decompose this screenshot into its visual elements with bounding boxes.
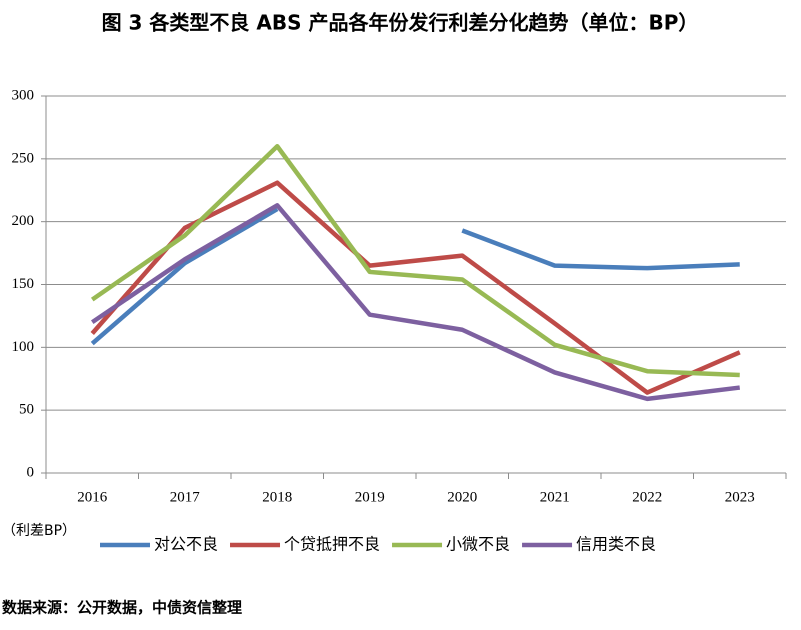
x-tick-label: 2021	[540, 489, 570, 505]
legend-label: 对公不良	[154, 535, 218, 554]
x-tick-label: 2018	[262, 489, 292, 505]
x-tick-label: 2022	[632, 489, 662, 505]
y-axis-label: （利差BP）	[2, 523, 76, 539]
x-tick-label: 2016	[77, 489, 108, 505]
x-tick-label: 2019	[355, 489, 385, 505]
legend-label: 个贷抵押不良	[284, 535, 380, 554]
legend-label: 小微不良	[446, 535, 510, 554]
x-tick-label: 2017	[170, 489, 201, 505]
y-tick-label: 200	[12, 213, 35, 229]
y-tick-label: 100	[12, 339, 35, 355]
y-tick-label: 250	[12, 150, 35, 166]
y-tick-label: 50	[19, 402, 34, 418]
chart-title: 图 3 各类型不良 ABS 产品各年份发行利差分化趋势（单位：BP）	[102, 11, 699, 35]
y-tick-label: 300	[12, 87, 35, 103]
x-tick-label: 2020	[447, 489, 477, 505]
x-tick-label: 2023	[725, 489, 755, 505]
line-series	[90, 180, 741, 395]
legend-label: 信用类不良	[576, 535, 656, 554]
line-series	[90, 203, 741, 402]
line-series	[90, 207, 740, 346]
source-note: 数据来源：公开数据，中债资信整理	[2, 599, 242, 617]
y-tick-label: 0	[27, 464, 35, 480]
y-tick-label: 150	[12, 276, 35, 292]
line-series	[90, 144, 740, 378]
